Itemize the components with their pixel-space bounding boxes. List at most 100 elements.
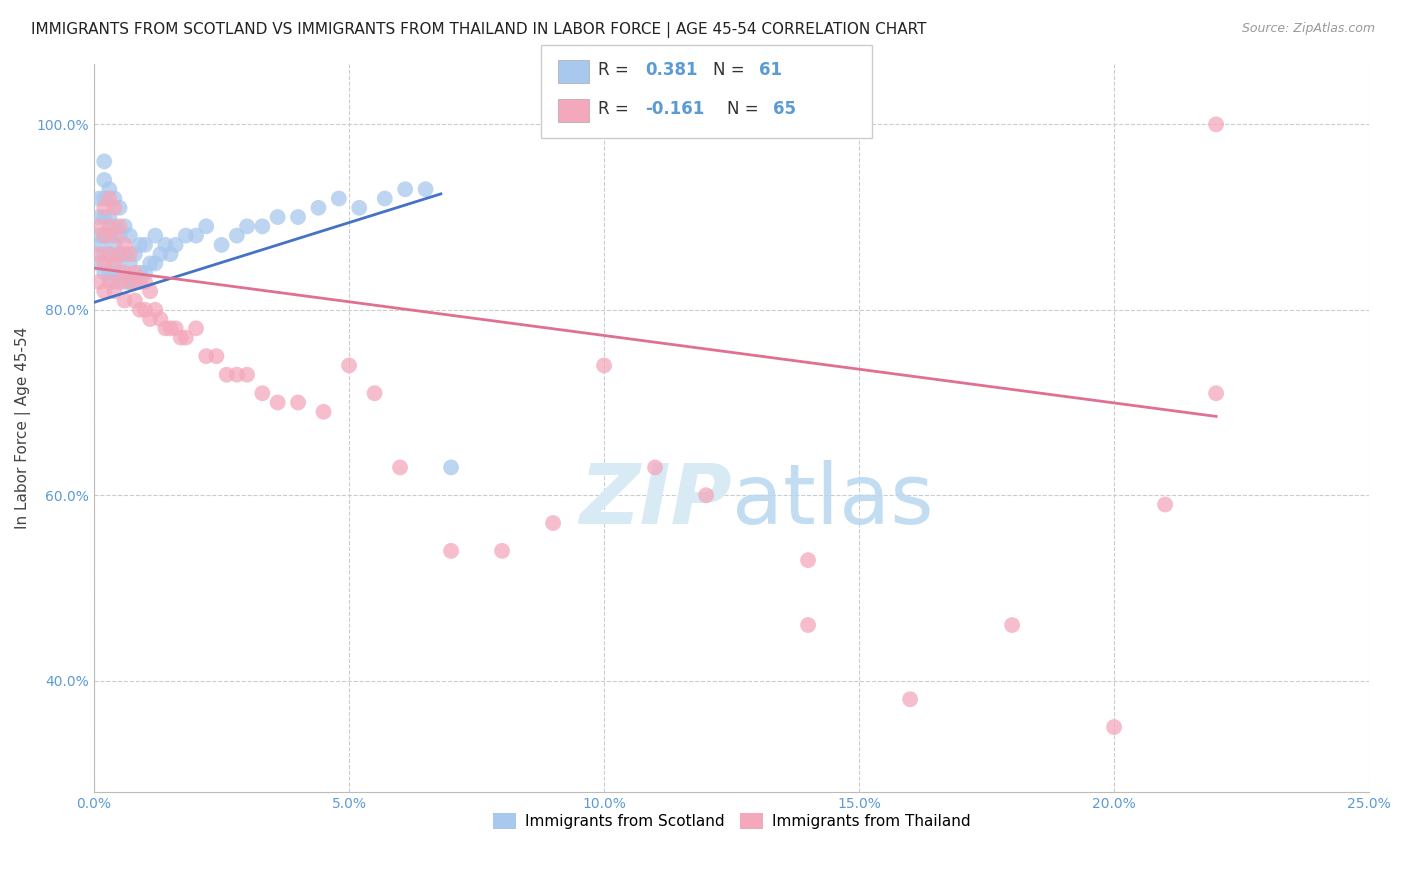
Point — [93, 210, 115, 224]
Point — [236, 219, 259, 234]
Point — [149, 247, 172, 261]
Point — [89, 192, 111, 206]
Point — [266, 395, 288, 409]
Text: ZIP: ZIP — [579, 460, 731, 541]
Point — [114, 238, 136, 252]
Point — [124, 266, 146, 280]
Text: N =: N = — [713, 61, 749, 78]
Point — [103, 192, 125, 206]
Point — [252, 219, 274, 234]
Point — [93, 256, 115, 270]
Point — [103, 256, 125, 270]
Point — [114, 247, 136, 261]
Point — [114, 219, 136, 234]
Point — [93, 266, 115, 280]
Point — [307, 201, 329, 215]
Point — [139, 285, 162, 299]
Text: -0.161: -0.161 — [645, 100, 704, 118]
Point — [236, 368, 259, 382]
Point — [440, 544, 463, 558]
Point — [129, 238, 152, 252]
Point — [266, 210, 288, 224]
Point — [114, 293, 136, 308]
Point — [118, 228, 141, 243]
Point — [415, 182, 437, 196]
Text: 0.381: 0.381 — [645, 61, 697, 78]
Point — [103, 228, 125, 243]
Point — [312, 405, 335, 419]
Point — [134, 275, 156, 289]
Point — [328, 192, 350, 206]
Point — [287, 395, 309, 409]
Point — [98, 247, 121, 261]
Point — [93, 247, 115, 261]
Point — [118, 256, 141, 270]
Point — [98, 266, 121, 280]
Point — [898, 692, 921, 706]
Point — [98, 219, 121, 234]
Text: 61: 61 — [759, 61, 782, 78]
Text: R =: R = — [598, 100, 634, 118]
Point — [491, 544, 513, 558]
Point — [98, 192, 121, 206]
Point — [89, 228, 111, 243]
Point — [103, 238, 125, 252]
Text: R =: R = — [598, 61, 634, 78]
Point — [1102, 720, 1125, 734]
Point — [155, 238, 177, 252]
Point — [695, 488, 717, 502]
Point — [134, 266, 156, 280]
Point — [541, 516, 564, 530]
Point — [114, 266, 136, 280]
Point — [108, 228, 131, 243]
Point — [149, 312, 172, 326]
Point — [174, 330, 197, 344]
Point — [349, 201, 371, 215]
Point — [89, 247, 111, 261]
Point — [1154, 498, 1177, 512]
Point — [108, 247, 131, 261]
Point — [103, 275, 125, 289]
Point — [170, 330, 193, 344]
Point — [205, 349, 228, 363]
Point — [134, 302, 156, 317]
Y-axis label: In Labor Force | Age 45-54: In Labor Force | Age 45-54 — [15, 326, 31, 529]
Point — [374, 192, 396, 206]
Text: atlas: atlas — [731, 460, 934, 541]
Point — [89, 238, 111, 252]
Point — [184, 228, 207, 243]
Point — [118, 275, 141, 289]
Point — [155, 321, 177, 335]
Point — [93, 192, 115, 206]
Point — [139, 256, 162, 270]
Point — [797, 618, 820, 632]
Point — [103, 285, 125, 299]
Point — [394, 182, 416, 196]
Point — [287, 210, 309, 224]
Point — [211, 238, 233, 252]
Point — [195, 219, 218, 234]
Point — [93, 285, 115, 299]
Point — [139, 312, 162, 326]
Point — [1205, 386, 1227, 401]
Point — [93, 228, 115, 243]
Point — [215, 368, 238, 382]
Point — [129, 266, 152, 280]
Point — [108, 266, 131, 280]
Point — [103, 219, 125, 234]
Point — [143, 302, 166, 317]
Point — [108, 219, 131, 234]
Point — [89, 219, 111, 234]
Point — [93, 154, 115, 169]
Point — [98, 228, 121, 243]
Point — [124, 275, 146, 289]
Point — [225, 368, 247, 382]
Point — [225, 228, 247, 243]
Point — [118, 275, 141, 289]
Point — [124, 293, 146, 308]
Text: Source: ZipAtlas.com: Source: ZipAtlas.com — [1241, 22, 1375, 36]
Point — [593, 359, 616, 373]
Point — [93, 228, 115, 243]
Point — [644, 460, 666, 475]
Point — [108, 247, 131, 261]
